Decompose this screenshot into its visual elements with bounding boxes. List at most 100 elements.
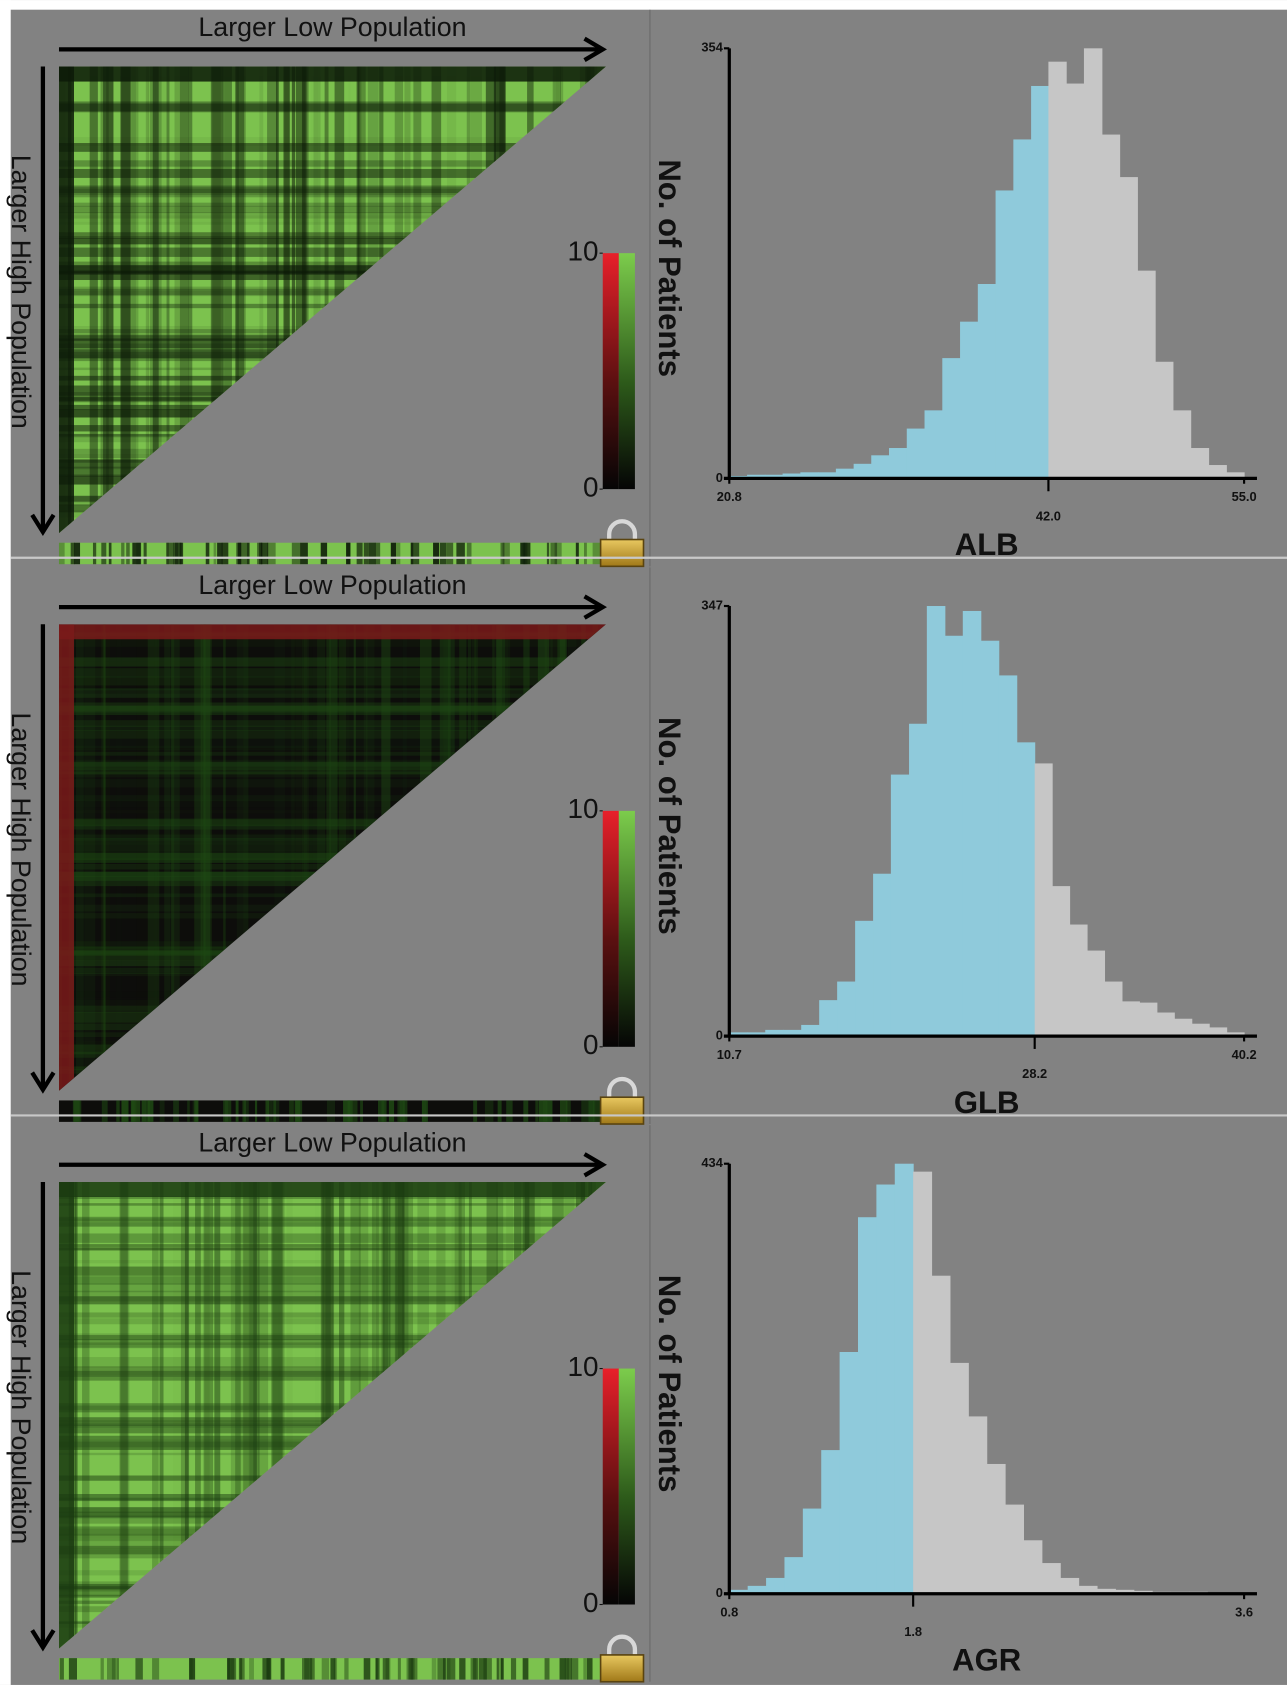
hist-bar xyxy=(1209,1027,1228,1037)
heatmap-stripe xyxy=(283,66,291,534)
strip-stripe xyxy=(111,1658,117,1680)
strip-stripe xyxy=(100,1658,104,1680)
strip-stripe xyxy=(583,1658,587,1680)
heatmap-stripe xyxy=(58,232,606,239)
hist-bar xyxy=(1191,1023,1210,1037)
colorbar-tick-label: 10 xyxy=(567,236,598,267)
strip-stripe xyxy=(385,1658,391,1680)
hist-bar xyxy=(764,474,784,479)
strip-stripe xyxy=(446,1658,451,1680)
heatmap-stripe xyxy=(58,1266,606,1276)
top-label: Larger Low Population xyxy=(198,570,466,600)
strip-stripe xyxy=(559,1658,566,1680)
heatmap-edge xyxy=(58,1181,606,1197)
strip-stripe xyxy=(431,1658,437,1680)
hist-bar xyxy=(1119,177,1138,479)
strip-stripe xyxy=(217,542,223,565)
heatmap-stripe xyxy=(58,188,606,196)
heatmap-stripe xyxy=(58,221,606,225)
lock-shackle xyxy=(607,1076,638,1101)
heatmap-stripe xyxy=(58,702,606,713)
strip-stripe xyxy=(395,542,401,565)
heatmap-stripe xyxy=(179,66,189,534)
heatmap-edge xyxy=(58,66,75,534)
heatmap-stripe xyxy=(82,1181,90,1649)
strip-stripe xyxy=(363,542,368,565)
strip-stripe xyxy=(239,1658,245,1680)
strip-stripe xyxy=(466,542,472,565)
strip-stripe xyxy=(74,542,81,565)
heatmap-stripe xyxy=(221,66,232,534)
heatmap-stripe xyxy=(58,759,606,770)
strip-stripe xyxy=(506,1100,513,1122)
strip-stripe xyxy=(478,1658,487,1680)
hist-bar xyxy=(1041,1563,1061,1594)
heatmap-stripe xyxy=(75,624,84,1091)
hist-bar xyxy=(960,321,979,479)
heatmap-stripe xyxy=(58,810,606,814)
strip-stripe xyxy=(213,542,217,565)
heatmap-stripe xyxy=(235,66,239,534)
heatmap-stripe xyxy=(145,66,149,534)
y-tick-label: 0 xyxy=(716,1585,723,1600)
hist-bar xyxy=(909,723,928,1037)
heatmap-stripe xyxy=(58,751,606,756)
arrow-head xyxy=(30,1629,56,1652)
strip-stripe xyxy=(101,1100,108,1122)
x-tick-label: 28.2 xyxy=(1022,1066,1047,1081)
heatmap-stripe xyxy=(119,1181,130,1649)
strip-stripe xyxy=(510,1658,517,1680)
heatmap-stripe xyxy=(58,1259,606,1264)
hist-bar xyxy=(801,1024,820,1037)
heatmap-stripe xyxy=(271,1181,283,1649)
heatmap-stripe xyxy=(58,1318,606,1325)
heatmap-stripe xyxy=(194,624,203,1091)
strip-stripe xyxy=(265,1100,269,1122)
strip-stripe xyxy=(439,542,447,565)
strip-stripe xyxy=(473,1658,477,1680)
x-tick-label: 20.8 xyxy=(717,489,742,504)
lock-shackle xyxy=(607,519,638,543)
heatmap-stripe xyxy=(320,1181,331,1649)
heatmap-stripe xyxy=(203,624,211,1091)
heatmap-stripe xyxy=(58,852,606,861)
heatmap-stripe xyxy=(212,66,224,534)
strip-stripe xyxy=(116,1100,120,1122)
hist-bar xyxy=(821,1450,841,1594)
strip-stripe xyxy=(70,542,75,565)
heatmap-stripe xyxy=(267,66,278,534)
strip-stripe xyxy=(131,1100,141,1122)
heatmap-stripe xyxy=(58,1247,606,1251)
heatmap-stripe xyxy=(58,1312,606,1318)
heatmap-stripe xyxy=(58,187,606,198)
heatmap-stripe xyxy=(58,1218,606,1226)
strip-stripe xyxy=(121,1100,129,1122)
heatmap-stripe xyxy=(58,270,606,281)
heatmap-stripe xyxy=(58,103,606,113)
side-label: Larger High Population xyxy=(6,155,36,429)
strip-stripe xyxy=(584,542,587,565)
heatmap-stripe xyxy=(235,1181,241,1649)
heatmap-stripe xyxy=(322,1181,334,1649)
hist-bar xyxy=(747,474,766,479)
heatmap-stripe xyxy=(313,66,321,534)
hist-bar xyxy=(784,1557,804,1594)
strip-stripe xyxy=(437,1658,446,1680)
heatmap-stripe xyxy=(295,66,306,534)
y-tick-label: 0 xyxy=(716,470,723,485)
strip-stripe xyxy=(456,542,465,565)
strip-stripe xyxy=(189,1658,193,1680)
heatmap-stripe xyxy=(147,624,160,1091)
hist-bar xyxy=(858,1217,877,1594)
heatmap-stripe xyxy=(58,730,606,739)
hist-bar xyxy=(913,1171,933,1594)
strip-stripe xyxy=(586,1658,593,1680)
arrow-head xyxy=(30,513,56,537)
hist-bar xyxy=(1005,1504,1025,1594)
heatmap-stripe xyxy=(184,1181,190,1649)
strip-stripe xyxy=(146,1100,150,1122)
heatmap-stripe xyxy=(320,1181,324,1649)
heatmap-stripe xyxy=(58,838,606,845)
strip-stripe xyxy=(320,542,328,565)
heatmap-stripe xyxy=(230,1181,242,1649)
